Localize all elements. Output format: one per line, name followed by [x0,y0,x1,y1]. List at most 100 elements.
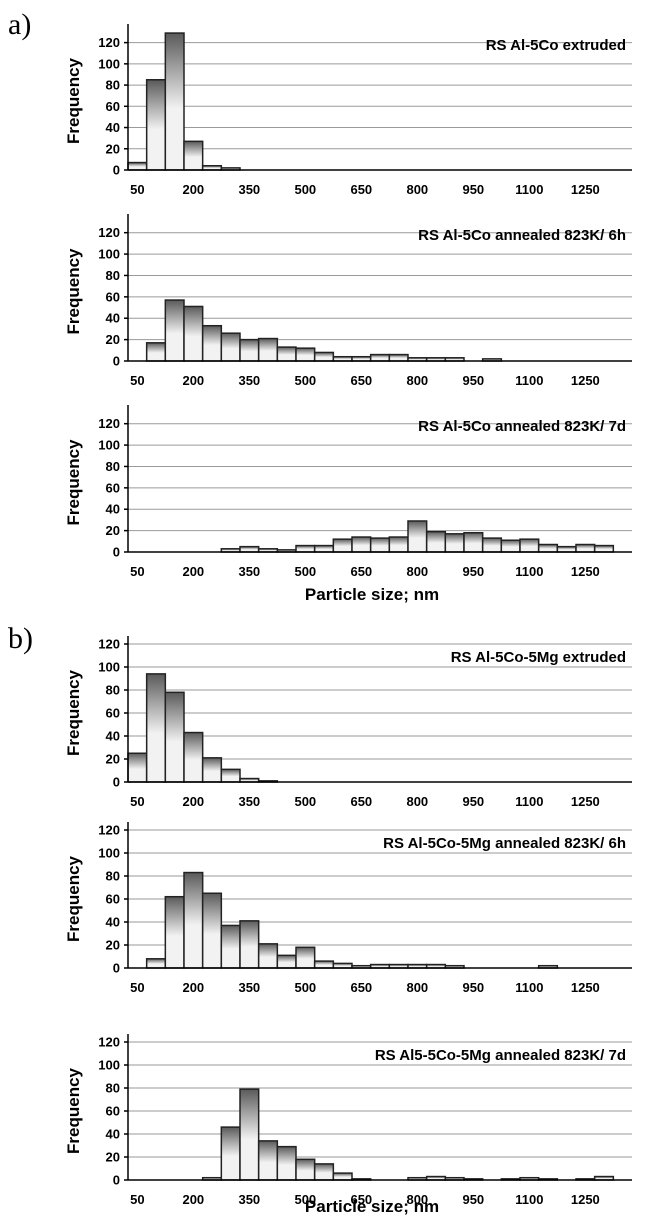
panel-label-a: a) [8,8,31,41]
bar [220,1126,241,1181]
x-tick-label: 350 [238,373,260,388]
bar [183,140,204,171]
x-tick-label: 800 [406,980,428,995]
y-tick-label: 80 [106,268,120,283]
histogram-3: 0 20 40 60 80 100 120 50 200 350 500 650 800 950 1100 1… [64,405,632,604]
x-tick-label: 500 [294,794,316,809]
x-tick-label: 650 [350,794,372,809]
y-tick-label: 0 [113,775,120,790]
y-tick-label: 120 [98,637,120,652]
bar [145,79,167,171]
y-axis-label: Frequency [64,439,83,526]
y-tick-label: 40 [106,120,120,135]
bar [276,954,297,969]
x-tick-label: 350 [238,980,260,995]
histogram-6: 0 20 40 60 80 100 120 50 200 350 500 650 800 950 1100 1… [64,1034,632,1216]
bar [519,538,540,553]
x-tick-label: 950 [462,373,484,388]
bar [500,539,521,553]
y-axis-label: Frequency [64,248,83,335]
x-tick-label: 650 [350,564,372,579]
bar [351,536,372,553]
x-tick-label: 1100 [515,373,543,388]
x-tick-label: 50 [130,1192,144,1207]
x-tick-label: 950 [462,564,484,579]
x-tick-label: 1100 [515,182,543,197]
y-tick-label: 0 [113,545,120,560]
bar [164,691,185,783]
y-tick-label: 60 [106,892,120,907]
y-tick-label: 120 [98,1035,120,1050]
bar [183,871,204,969]
y-tick-label: 100 [98,1058,120,1073]
y-tick-label: 100 [98,56,120,71]
x-tick-label: 1250 [571,182,600,197]
y-axis-label: Frequency [64,1067,83,1154]
x-tick-label: 650 [350,182,372,197]
x-tick-label: 950 [462,1192,484,1207]
y-tick-label: 100 [98,247,120,262]
x-tick-label: 1100 [515,1192,543,1207]
bar [481,537,503,553]
y-tick-label: 120 [98,225,120,240]
x-tick-label: 500 [294,564,316,579]
y-tick-label: 100 [98,438,120,453]
bar [220,768,241,783]
chart-title: RS Al-5Co extruded [486,37,626,54]
bar [239,338,260,362]
x-tick-label: 50 [130,980,144,995]
x-tick-label: 1100 [515,980,543,995]
chart-title: RS Al-5Co annealed 823K/ 7d [418,418,626,435]
x-tick-label: 950 [462,980,484,995]
x-tick-label: 500 [294,182,316,197]
x-tick-label: 950 [462,794,484,809]
y-tick-label: 80 [106,78,120,93]
bar [220,332,241,362]
y-axis-label: Frequency [64,855,83,942]
y-tick-label: 20 [106,523,120,538]
panel-label-b: b) [8,622,33,655]
bar [145,342,167,362]
bar [575,543,596,553]
x-tick-label: 800 [406,373,428,388]
y-tick-label: 100 [98,660,120,675]
y-tick-label: 40 [106,502,120,517]
bar [425,530,447,553]
bar [313,1163,335,1181]
y-tick-label: 40 [106,311,120,326]
y-tick-label: 40 [106,729,120,744]
y-axis-label: Frequency [64,669,83,756]
bar [201,892,223,969]
y-tick-label: 20 [106,332,120,347]
bar [220,924,241,969]
x-tick-label: 200 [182,980,204,995]
x-tick-label: 50 [130,182,144,197]
bar [295,544,316,553]
y-tick-label: 0 [113,354,120,369]
y-tick-label: 100 [98,846,120,861]
y-tick-label: 20 [106,141,120,156]
x-tick-label: 500 [294,980,316,995]
y-tick-label: 60 [106,706,120,721]
y-tick-label: 20 [106,938,120,953]
bar [239,1088,260,1181]
x-tick-label: 800 [406,1192,428,1207]
x-tick-label: 1100 [515,564,543,579]
bar [183,305,204,362]
y-tick-label: 20 [106,1150,120,1165]
x-tick-label: 1250 [571,1192,600,1207]
x-tick-label: 650 [350,373,372,388]
y-tick-label: 40 [106,1127,120,1142]
bar [463,532,484,553]
x-tick-label: 350 [238,794,260,809]
bar [407,520,428,553]
bar [239,545,260,553]
bar [164,32,185,171]
x-tick-label: 350 [238,182,260,197]
y-tick-label: 60 [106,480,120,495]
x-tick-label: 500 [294,373,316,388]
y-tick-label: 20 [106,752,120,767]
histogram-1: 0 20 40 60 80 100 120 50 200 350 500 650 800 950 1100 1… [64,24,632,197]
